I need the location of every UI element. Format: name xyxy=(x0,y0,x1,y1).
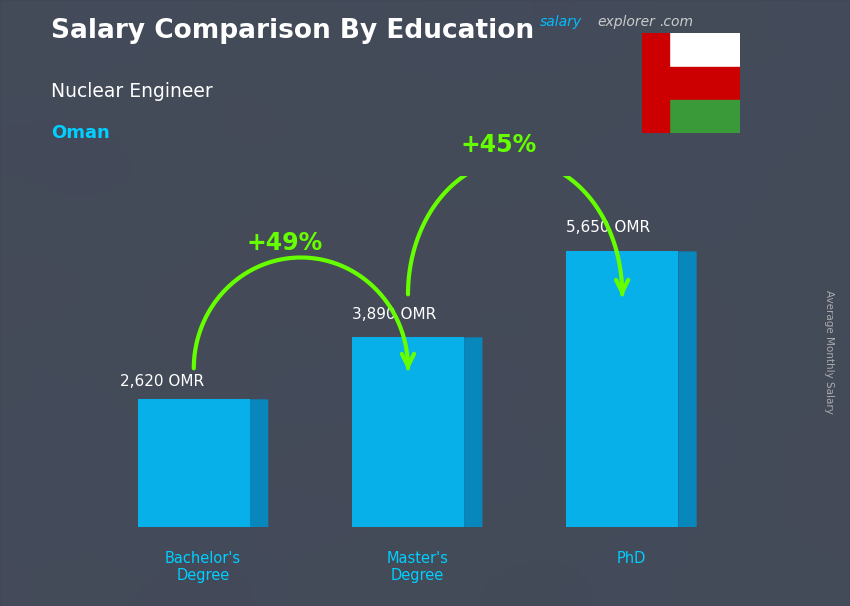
Text: salary: salary xyxy=(540,15,582,29)
Text: Salary Comparison By Education: Salary Comparison By Education xyxy=(51,18,534,44)
Text: Oman: Oman xyxy=(51,124,110,142)
Text: +45%: +45% xyxy=(461,133,537,157)
Bar xyxy=(642,33,669,133)
Polygon shape xyxy=(678,251,697,527)
Text: 3,890 OMR: 3,890 OMR xyxy=(352,307,436,322)
Text: explorer: explorer xyxy=(598,15,655,29)
Bar xyxy=(669,67,740,100)
Bar xyxy=(669,33,740,67)
Text: +49%: +49% xyxy=(246,231,323,255)
Polygon shape xyxy=(138,399,250,527)
Polygon shape xyxy=(250,399,269,527)
Text: 2,620 OMR: 2,620 OMR xyxy=(121,374,205,389)
Text: 5,650 OMR: 5,650 OMR xyxy=(566,220,650,235)
Polygon shape xyxy=(352,338,464,527)
Text: Average Monthly Salary: Average Monthly Salary xyxy=(824,290,834,413)
Text: Nuclear Engineer: Nuclear Engineer xyxy=(51,82,212,101)
Polygon shape xyxy=(566,251,678,527)
Text: PhD: PhD xyxy=(617,551,646,565)
Text: .com: .com xyxy=(659,15,693,29)
Text: Bachelor's
Degree: Bachelor's Degree xyxy=(165,551,241,583)
Polygon shape xyxy=(464,338,483,527)
Text: Master's
Degree: Master's Degree xyxy=(386,551,448,583)
Bar xyxy=(669,100,740,133)
